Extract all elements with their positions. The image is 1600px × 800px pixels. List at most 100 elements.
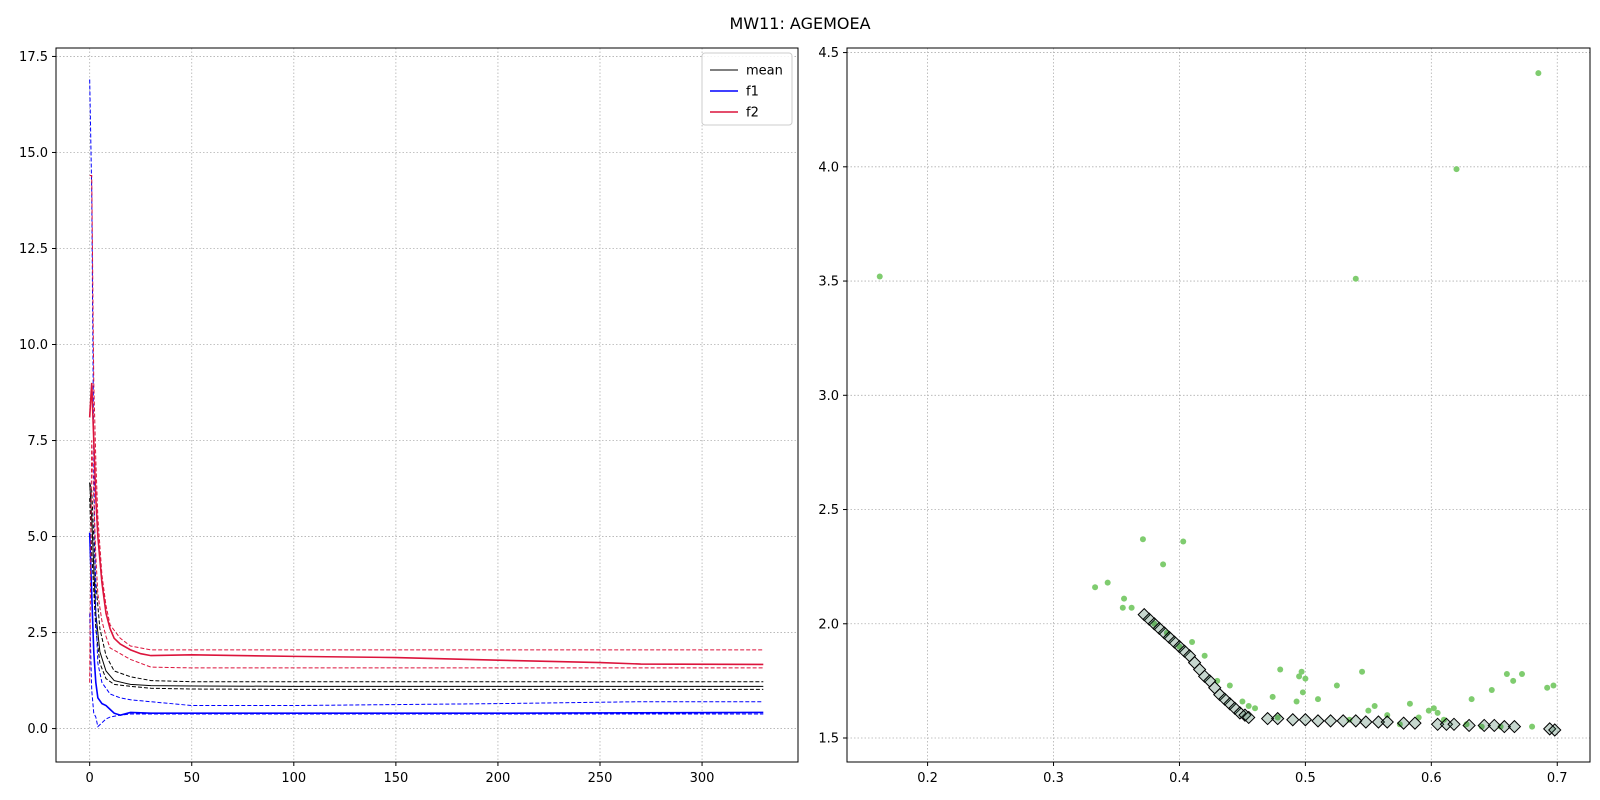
scatter-point-population xyxy=(1201,652,1208,659)
scatter-point-population xyxy=(1440,716,1447,723)
scatter-point-population xyxy=(1239,698,1246,705)
series-line-mean-lower xyxy=(89,498,764,690)
scatter-point-population xyxy=(1406,700,1413,707)
scatter-point-population xyxy=(1371,703,1378,710)
y-tick-label: 2.5 xyxy=(27,626,48,641)
scatter-point-front xyxy=(1260,711,1275,726)
y-tick-label: 10.0 xyxy=(19,338,48,353)
y-tick-label: 15.0 xyxy=(19,146,48,161)
scatter-point-front xyxy=(1242,710,1256,725)
x-tick-label: 0.5 xyxy=(1295,771,1316,786)
scatter-point-population xyxy=(1092,584,1099,591)
scatter-point-population xyxy=(1544,684,1551,691)
x-tick-label: 0.7 xyxy=(1547,771,1568,786)
scatter-point-population xyxy=(1430,705,1437,712)
scatter-point-front xyxy=(1396,716,1411,730)
scatter-point-front xyxy=(1380,715,1394,729)
scatter-point-population xyxy=(1314,696,1321,703)
scatter-point-front xyxy=(1270,711,1285,726)
scatter-point-population xyxy=(1298,668,1305,675)
x-tick-label: 150 xyxy=(383,771,408,786)
scatter-point-population xyxy=(1503,671,1510,678)
series-line-f1-lower xyxy=(89,613,764,728)
scatter-point-population xyxy=(1180,538,1187,545)
scatter-point-front xyxy=(1447,717,1461,732)
x-tick-label: 250 xyxy=(588,771,613,786)
x-tick-label: 300 xyxy=(690,771,715,786)
scatter-point-population xyxy=(1139,536,1146,543)
y-tick-label: 4.5 xyxy=(818,46,839,61)
y-tick-label: 4.0 xyxy=(818,160,839,175)
legend-box xyxy=(701,52,793,126)
scatter-point-front xyxy=(1507,719,1522,734)
scatter-point-population xyxy=(1365,707,1372,714)
x-tick-label: 100 xyxy=(281,771,306,786)
right-scatter-plot: 0.2 0.3 0.4 0.5 0.6 0.7 1.5 2.0 2.5 3.0 3.5 4.0 4.5 xyxy=(818,46,1591,786)
scatter-point-population xyxy=(1453,166,1460,173)
y-tick-label: 7.5 xyxy=(27,434,48,449)
series-line-f1-upper xyxy=(89,79,764,707)
scatter-point-population xyxy=(1293,698,1300,705)
scatter-point-front xyxy=(1477,718,1491,733)
figure-title: MW11: AGEMOEA xyxy=(729,14,870,33)
scatter-point-population xyxy=(1299,689,1306,696)
x-tick-label: 0.2 xyxy=(917,771,938,786)
plot-area xyxy=(88,79,764,728)
scatter-point-population xyxy=(1269,693,1276,700)
scatter-point-population xyxy=(1488,687,1495,694)
scatter-point-population xyxy=(1121,595,1128,602)
y-tick-label: 2.0 xyxy=(818,617,839,632)
scatter-point-front xyxy=(1497,719,1512,734)
x-tick-label: 0 xyxy=(86,771,94,786)
y-tick-label: 1.5 xyxy=(818,732,839,747)
scatter-point-front xyxy=(1286,713,1300,727)
scatter-point-population xyxy=(1384,712,1391,719)
legend-label-f2: f2 xyxy=(746,106,759,121)
x-tick-label: 0.3 xyxy=(1043,771,1064,786)
scatter-point-front xyxy=(1311,714,1325,728)
series-line-f2-upper xyxy=(89,175,764,651)
scatter-point-population xyxy=(1277,666,1284,673)
scatter-point-population xyxy=(1352,275,1359,282)
series-line-mean-upper xyxy=(89,482,764,683)
scatter-point-front xyxy=(1548,723,1562,737)
y-tick-label: 17.5 xyxy=(19,50,48,65)
y-tick-label: 3.0 xyxy=(818,389,839,404)
scatter-point-population xyxy=(1226,682,1233,689)
legend-label-mean: mean xyxy=(746,64,783,79)
scatter-point-population xyxy=(1468,696,1475,703)
left-line-plot: 0 50 100 150 200 250 300 0.0 2.5 5.0 7.5 10.0 12.5 15… xyxy=(19,47,799,786)
scatter-point-front xyxy=(1408,716,1422,730)
scatter-point-population xyxy=(1346,716,1353,723)
legend: mean f1 f2 xyxy=(701,52,793,126)
scatter-point-population xyxy=(1550,682,1557,689)
scatter-point-front xyxy=(1487,718,1501,733)
scatter-point-population xyxy=(1119,604,1126,611)
scatter-point-front xyxy=(1371,715,1386,729)
scatter-point-population xyxy=(1497,723,1504,730)
y-tick-label: 12.5 xyxy=(19,242,48,257)
x-tick-label: 200 xyxy=(486,771,511,786)
scatter-point-population xyxy=(1535,70,1542,77)
scatter-point-front xyxy=(1349,714,1363,728)
scatter-point-population xyxy=(1529,723,1536,730)
y-tick-label: 5.0 xyxy=(27,530,48,545)
legend-label-f1: f1 xyxy=(746,85,759,100)
scatter-point-population xyxy=(1518,671,1525,678)
series-line-f2-lower xyxy=(89,440,764,683)
scatter-point-population xyxy=(1333,682,1340,689)
scatter-point-population xyxy=(1245,703,1252,710)
scatter-point-population xyxy=(1359,668,1366,675)
scatter-point-population xyxy=(1274,714,1281,721)
y-tick-label: 2.5 xyxy=(818,503,839,518)
scatter-point-front xyxy=(1430,717,1445,732)
scatter-point-population xyxy=(876,273,883,280)
series-line-f2 xyxy=(88,382,764,666)
scatter-point-population xyxy=(1189,639,1196,646)
scatter-point-population xyxy=(1302,675,1309,682)
y-tick-label: 0.0 xyxy=(27,722,48,737)
axes-frame xyxy=(55,47,799,763)
scatter-point-population xyxy=(1160,561,1167,568)
scatter-point-front xyxy=(1336,714,1350,728)
